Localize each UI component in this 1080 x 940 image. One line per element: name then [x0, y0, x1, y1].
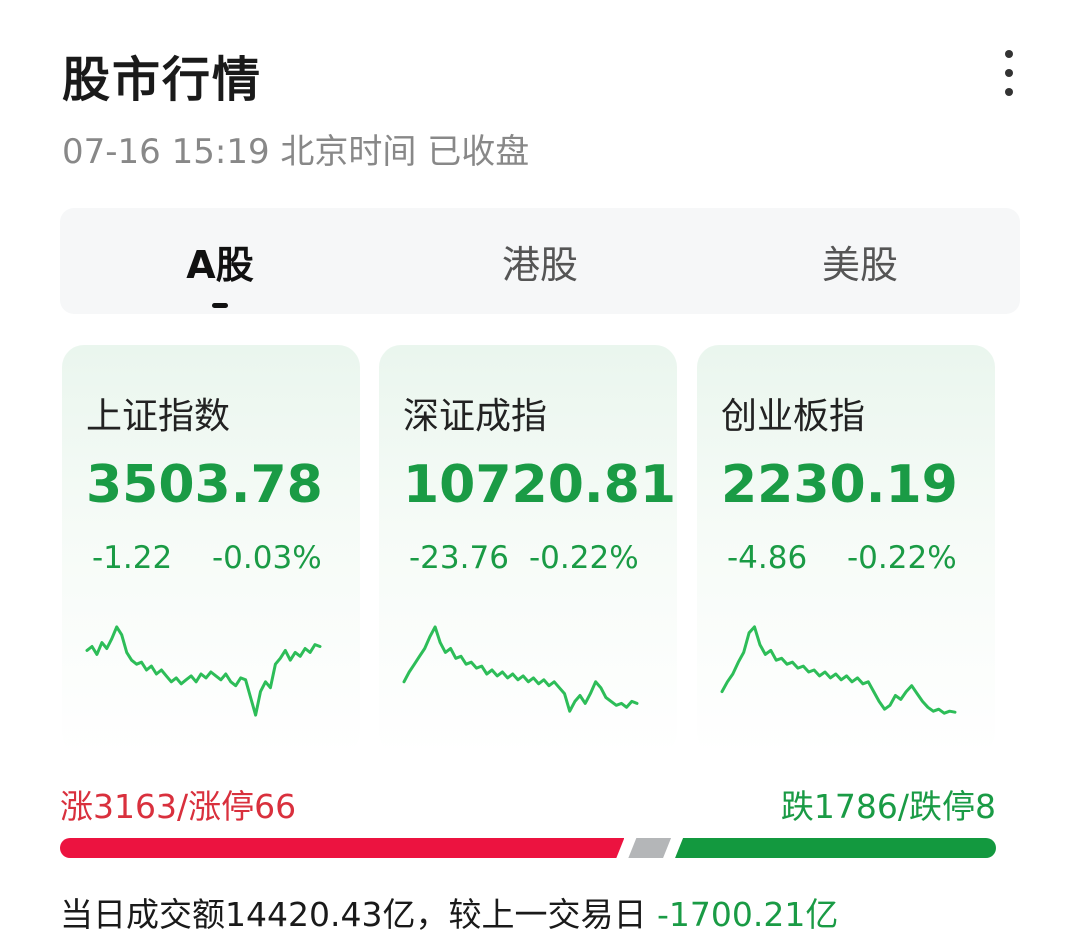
index-sparkline — [85, 625, 322, 717]
index-name: 创业板指 — [721, 396, 866, 437]
index-percent: -0.03% — [212, 540, 322, 576]
index-sparkline — [720, 625, 957, 715]
index-price: 2230.19 — [721, 455, 958, 515]
index-change: -4.86 — [727, 540, 808, 576]
breadth-down-segment — [675, 838, 996, 858]
index-price: 10720.81 — [403, 455, 677, 515]
tab-hk-shares[interactable]: 港股 — [501, 242, 578, 287]
menu-dot — [1005, 69, 1013, 77]
breadth-flat-segment — [628, 838, 671, 858]
index-percent: -0.22% — [529, 540, 639, 576]
index-sparkline — [402, 625, 639, 713]
index-card-shenzhen[interactable]: 深证成指 10720.81 -23.76 -0.22% — [379, 345, 677, 755]
market-tabs: A股 港股 美股 — [60, 208, 1020, 314]
market-status-time: 07-16 15:19 北京时间 已收盘 — [62, 132, 530, 172]
index-card-chinext[interactable]: 创业板指 2230.19 -4.86 -0.22% — [697, 345, 995, 755]
index-percent: -0.22% — [847, 540, 957, 576]
active-tab-indicator — [212, 303, 228, 308]
sparkline-path — [720, 625, 957, 715]
sparkline-path — [85, 625, 322, 717]
tab-us-shares[interactable]: 美股 — [821, 242, 898, 287]
turnover-text: 当日成交额14420.43亿，较上一交易日 — [60, 895, 657, 934]
market-breadth-bar — [60, 838, 996, 858]
index-card-shanghai[interactable]: 上证指数 3503.78 -1.22 -0.03% — [62, 345, 360, 755]
decliners-count: 跌1786/跌停8 — [780, 787, 996, 826]
tab-a-shares[interactable]: A股 — [186, 242, 254, 287]
index-name: 深证成指 — [403, 396, 548, 437]
turnover-summary: 当日成交额14420.43亿，较上一交易日 -1700.21亿 — [60, 888, 838, 936]
menu-dot — [1005, 50, 1013, 58]
turnover-diff: -1700.21亿 — [656, 895, 839, 934]
breadth-up-segment — [60, 838, 624, 858]
index-change: -23.76 — [409, 540, 509, 576]
index-change: -1.22 — [92, 540, 173, 576]
menu-dot — [1005, 88, 1013, 96]
index-price: 3503.78 — [86, 455, 323, 515]
more-vertical-icon[interactable] — [996, 50, 1022, 96]
page-title: 股市行情 — [62, 52, 263, 108]
advancers-count: 涨3163/涨停66 — [60, 787, 297, 826]
index-name: 上证指数 — [86, 396, 231, 437]
sparkline-path — [402, 625, 639, 713]
